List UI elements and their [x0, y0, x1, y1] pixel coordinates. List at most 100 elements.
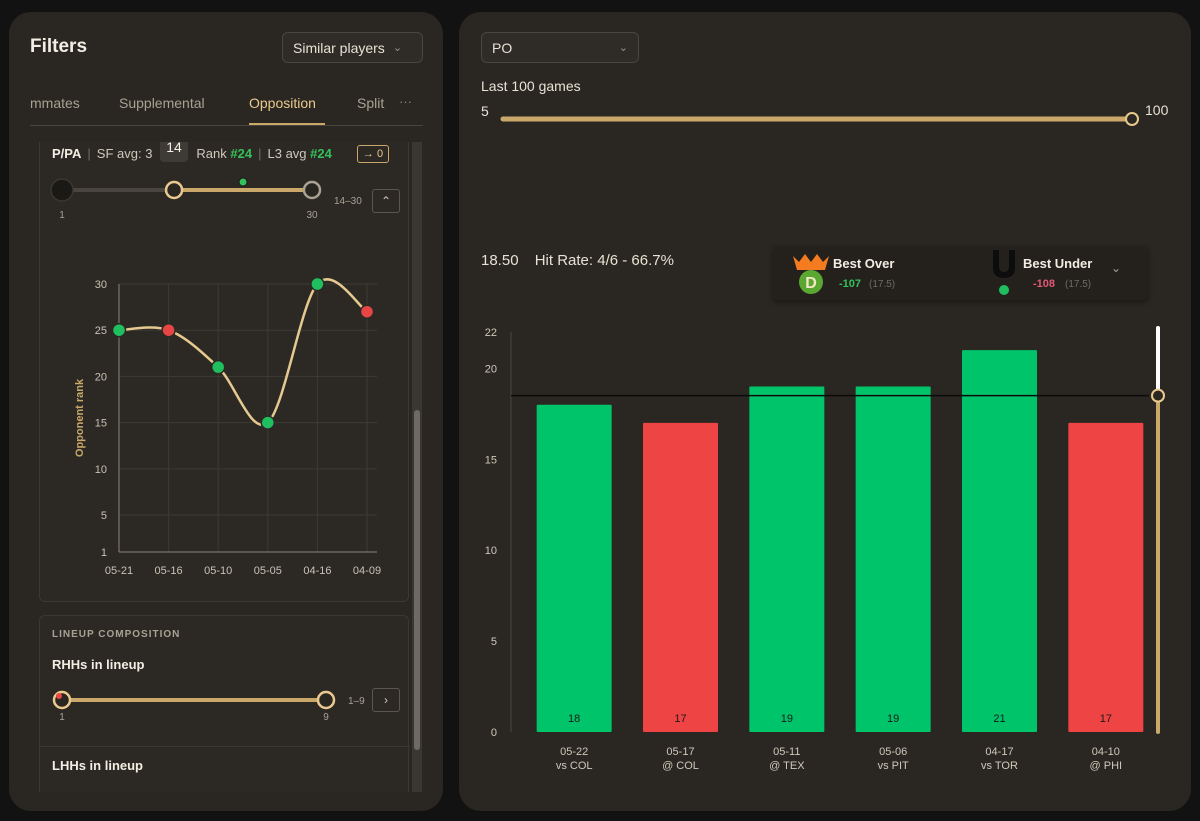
games-slider[interactable]: 5 100 — [459, 100, 1191, 140]
rhh-max-label: 9 — [323, 712, 329, 720]
slider-avg-marker — [238, 177, 248, 187]
divider — [40, 746, 410, 747]
chevron-right-icon: › — [384, 693, 388, 707]
games-slider-max: 100 — [1145, 102, 1169, 118]
y-tick-label: 0 — [491, 727, 497, 739]
similar-players-dropdown[interactable]: Similar players ⌄ — [282, 32, 423, 63]
filters-panel: Filters Similar players ⌄ mmates Supplem… — [9, 12, 443, 811]
x-tick-opponent: vs TOR — [981, 760, 1018, 772]
x-tick-label: 05-10 — [204, 565, 232, 577]
x-tick-label: 04-09 — [353, 565, 381, 577]
bar-value-label: 17 — [674, 713, 686, 725]
sf-avg-label: SF avg: 3 — [96, 146, 153, 161]
chevron-up-icon: ⌃ — [380, 194, 392, 208]
rhh-high-handle[interactable] — [316, 690, 336, 710]
lhh-title: LHHs in lineup — [52, 758, 143, 773]
x-tick-date: 05-06 — [879, 746, 907, 758]
y-tick-label: 20 — [95, 371, 107, 383]
best-over-odds: -107 — [839, 278, 862, 290]
bar — [962, 350, 1037, 732]
y-tick-label: 10 — [95, 464, 107, 476]
y-axis-label: Opponent rank — [74, 378, 86, 457]
best-odds-box[interactable]: D Best Over -107 (17.5) Best Under -108 … — [773, 246, 1148, 300]
rank-series-line — [118, 278, 368, 427]
bar-value-label: 21 — [993, 713, 1005, 725]
stat-dropdown[interactable]: PO ⌄ — [481, 32, 639, 63]
chevron-down-icon[interactable]: ⌄ — [1111, 261, 1122, 275]
slider-tooltip: 14 — [160, 142, 188, 162]
goto-button[interactable]: → 0 — [357, 145, 389, 163]
underdog-logo-icon — [993, 250, 1015, 295]
rhh-min-label: 1 — [59, 712, 65, 720]
y-tick-label: 20 — [485, 363, 497, 375]
y-tick-label: 10 — [485, 545, 497, 557]
bar-value-label: 18 — [568, 713, 580, 725]
x-tick-date: 04-17 — [985, 746, 1013, 758]
x-tick-date: 05-22 — [560, 746, 588, 758]
chevron-down-icon: ⌄ — [618, 42, 628, 54]
threshold-slider-handle[interactable] — [1151, 388, 1165, 403]
best-under-title: Best Under — [1023, 256, 1093, 271]
bar-value-label: 19 — [781, 713, 793, 725]
filters-title: Filters — [30, 36, 88, 57]
y-tick-label: 5 — [491, 636, 497, 648]
rhh-low-handle[interactable] — [52, 690, 72, 710]
x-tick-label: 04-16 — [303, 565, 331, 577]
slider-high-handle[interactable] — [302, 180, 322, 200]
x-tick-opponent: @ COL — [662, 760, 699, 772]
tabs-more-icon[interactable]: ··· — [399, 94, 412, 109]
stat-dropdown-label: PO — [492, 39, 513, 56]
best-under-odds: -108 — [1033, 278, 1056, 290]
y-tick-label: 15 — [485, 454, 497, 466]
hit-rate-text: Hit Rate: 4/6 - 66.7% — [534, 252, 674, 269]
rhh-slider[interactable]: 1 9 — [40, 680, 410, 720]
tab-supplemental[interactable]: Supplemental — [119, 95, 205, 111]
metric-name: P/PA — [52, 146, 82, 161]
x-tick-opponent: vs COL — [556, 760, 593, 772]
x-tick-date: 05-17 — [666, 746, 694, 758]
x-tick-opponent: vs PIT — [878, 760, 909, 772]
y-tick-label: 30 — [95, 279, 107, 291]
lineup-section-label: LINEUP COMPOSITION — [52, 629, 181, 640]
filter-tabs: mmates Supplemental Opposition Split ··· — [30, 90, 423, 126]
slider-low-handle[interactable] — [164, 180, 184, 200]
hit-rate-row: 18.50 Hit Rate: 4/6 - 66.7% — [481, 252, 686, 269]
x-tick-date: 05-11 — [773, 746, 800, 758]
rank-point — [210, 359, 226, 375]
tab-opposition[interactable]: Opposition — [249, 95, 316, 111]
tab-teammates[interactable]: mmates — [30, 95, 80, 111]
best-under-line: (17.5) — [1065, 279, 1092, 290]
svg-text:D: D — [805, 275, 817, 292]
rank-point — [310, 276, 325, 292]
x-tick-date: 04-10 — [1092, 746, 1120, 758]
x-tick-opponent: @ TEX — [769, 760, 805, 772]
collapse-button[interactable]: ⌃ — [372, 189, 400, 213]
rank-label: Rank — [196, 146, 227, 161]
scrollbar-thumb[interactable] — [414, 410, 420, 750]
rank-point — [359, 304, 375, 319]
best-over-title: Best Over — [833, 256, 895, 271]
x-tick-opponent: @ PHI — [1090, 760, 1123, 772]
y-tick-label: 15 — [95, 418, 107, 430]
best-over-line: (17.5) — [869, 279, 896, 290]
rank-point — [260, 415, 276, 430]
bar — [536, 404, 612, 732]
filters-scroll-area: P/PA | SF avg: 3 Rank #24 | L3 avg #24 → 0 14… — [30, 142, 423, 792]
bar — [749, 386, 825, 732]
rhh-marker — [56, 693, 62, 699]
games-slider-handle[interactable] — [1125, 112, 1139, 126]
tab-split[interactable]: Split — [357, 95, 385, 111]
y-tick-label: 22 — [485, 327, 497, 339]
x-tick-label: 05-05 — [254, 565, 282, 577]
bar-value-label: 17 — [1100, 713, 1112, 725]
slider-min-marker — [50, 178, 74, 202]
rank-range-slider[interactable]: 1 30 — [40, 172, 410, 222]
metric-row: P/PA | SF avg: 3 Rank #24 | L3 avg #24 — [52, 146, 332, 161]
line-value: 18.50 — [481, 252, 519, 269]
range-text: 14–30 — [334, 196, 362, 207]
y-tick-label: 5 — [101, 510, 107, 522]
rhh-expand-button[interactable]: › — [372, 688, 400, 712]
rank-value: #24 — [230, 146, 253, 161]
bar-value-label: 19 — [887, 713, 899, 725]
games-label: Last 100 games — [481, 78, 581, 94]
